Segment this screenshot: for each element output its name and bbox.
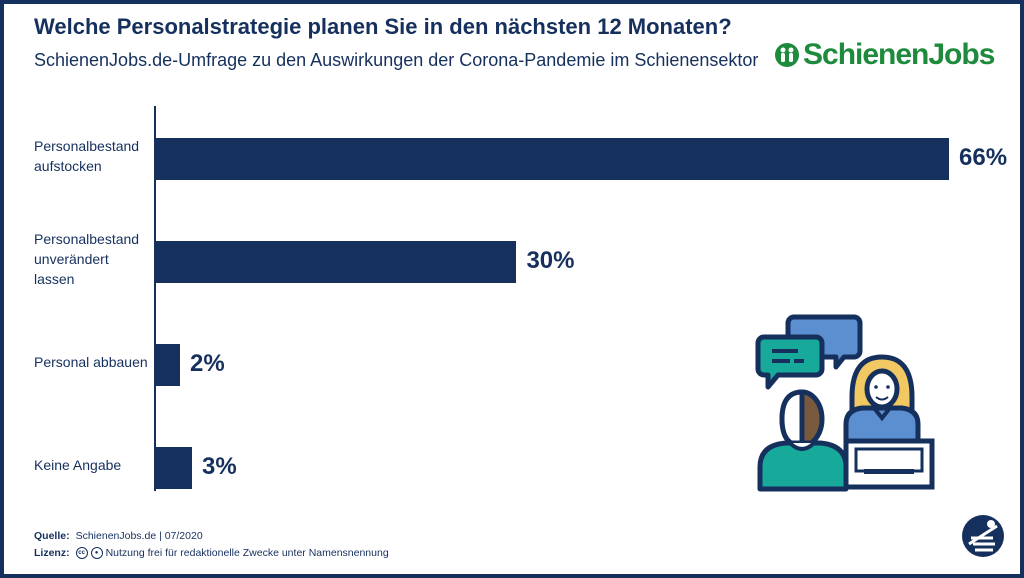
chart-subtitle: SchienenJobs.de-Umfrage zu den Auswirkun… [34, 50, 759, 70]
category-label: Personalbestand unverändert lassen [34, 231, 140, 287]
schienenjobs-brand-icon [962, 515, 1004, 557]
footer-license: Lizenz: cc ● Nutzung frei für redaktione… [34, 547, 389, 559]
logo-text: SchienenJobs [803, 38, 995, 71]
category-label: Personalbestand aufstocken [34, 138, 140, 174]
bar-value-label: 66% [959, 144, 1008, 171]
attribution-icon: ● [90, 547, 103, 559]
bar-2 [156, 344, 181, 386]
bar-value-label: 30% [526, 247, 575, 274]
people-chat-illustration [755, 314, 935, 492]
license-value: Nutzung frei für redaktionelle Zwecke un… [105, 547, 389, 559]
chart-title: Welche Personalstrategie planen Sie in d… [34, 14, 732, 39]
source-key: Quelle: [34, 530, 70, 542]
bar-value-label: 3% [202, 453, 237, 480]
schienenjobs-logo-icon [775, 43, 799, 67]
schienenjobs-logo: SchienenJobs [774, 38, 995, 72]
footer-source: Quelle: SchienenJobs.de | 07/2020 [34, 530, 203, 542]
category-label: Keine Angabe [34, 457, 122, 473]
bar-value-label: 2% [190, 350, 225, 377]
category-label: Personal abbauen [34, 354, 148, 370]
bar-1 [156, 241, 517, 283]
cc-license-icon: cc [75, 547, 88, 559]
source-value: SchienenJobs.de | 07/2020 [75, 530, 203, 542]
license-key: Lizenz: [34, 547, 70, 559]
bar-3 [156, 447, 193, 489]
bar-0 [156, 138, 949, 180]
category-axis-line [154, 106, 156, 491]
